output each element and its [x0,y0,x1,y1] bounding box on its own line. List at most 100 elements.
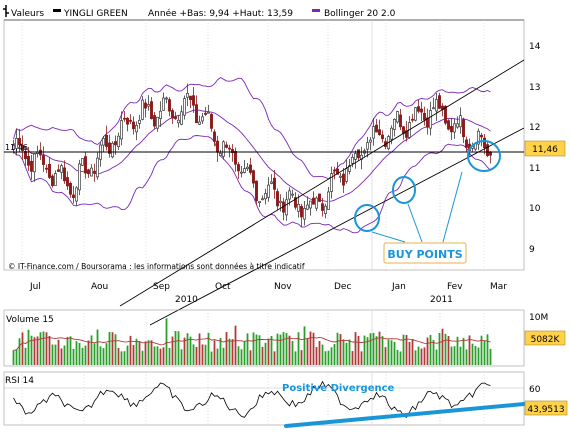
candle-body [138,119,141,124]
volume-bar [360,351,363,365]
month-label-sep: Sep [153,282,170,292]
buy-points-annotation: BUY POINTS [354,140,501,264]
candle-body [285,199,288,216]
volume-bar [51,344,54,365]
year-label-2011: 2011 [430,295,453,305]
bollinger-upper-band [13,76,491,180]
volume-bar [429,334,432,365]
candle-body [54,173,57,186]
candle-body [168,99,171,112]
month-gridlines [21,20,485,270]
month-axis: Jul Aou Sep Oct Nov Dec Jan Fev Mar 2010… [29,282,507,305]
volume-bar [417,346,420,365]
volume-bar [99,346,102,365]
volume-bar [60,348,63,365]
candle-body [372,126,375,139]
volume-bar [93,343,96,365]
candle-body [300,206,303,218]
candle-body [240,171,243,174]
candle-body [120,120,123,140]
volume-bar [285,333,288,365]
volume-bar [120,351,123,365]
volume-bar [183,337,186,365]
price-candles [12,83,492,227]
volume-bar [261,346,264,365]
volume-bar [147,340,150,365]
volume-bar [72,348,75,365]
volume-bar [180,349,183,365]
volume-bar [153,346,156,365]
year-label-2010: 2010 [175,295,198,305]
candle-body [312,197,315,205]
volume-bar [405,334,408,365]
candle-body [189,95,192,101]
volume-bar [414,350,417,365]
candle-body [126,117,129,125]
volume-bar [366,337,369,365]
candle-body [306,204,309,210]
volume-bar [447,335,450,365]
candle-body [462,119,465,138]
volume-bar [81,347,84,365]
volume-bar [321,344,324,365]
candle-body [345,168,348,182]
volume-bar [105,343,108,365]
volume-bar [87,340,90,365]
volume-bar [126,345,129,365]
candle-body [333,169,336,172]
bollinger-middle-band [13,109,491,202]
candle-body [444,105,447,124]
volume-bar [162,347,165,365]
volume-bar [123,351,126,365]
volume-bar [420,348,423,365]
candle-body [438,95,441,109]
volume-bar [462,337,465,365]
volume-bar [474,346,477,365]
volume-bar [300,350,303,365]
candle-body [450,126,453,133]
candle-body [51,175,54,186]
candle-body [228,147,231,150]
volume-bar [465,349,468,365]
volume-bar [159,348,162,365]
price-tick-12: 12 [529,123,540,133]
volume-bar [315,347,318,365]
volume-bar [156,346,159,365]
candle-body [186,93,189,98]
price-tick-10: 10 [529,204,541,214]
candle-body [180,111,183,125]
divergence-trendline [284,402,526,428]
volume-bar [234,325,237,365]
rsi-panel: RSI 14 Positive Divergence 60 43,9513 [3,371,568,428]
candle-body [330,173,333,192]
volume-bar [369,333,372,365]
month-label-mar: Mar [490,282,507,292]
volume-bar [318,341,321,365]
candle-body [273,177,276,190]
candle-body [267,184,270,198]
candle-body [225,144,228,148]
volume-bar [129,335,132,365]
candle-body [366,142,369,150]
volume-bar [171,336,174,365]
volume-bar [381,336,384,365]
candle-body [420,108,423,113]
candle-body [255,180,258,201]
candle-body [369,139,372,143]
candle-body [150,101,153,120]
candle-body [249,164,252,173]
volume-bar [228,338,231,365]
rsi-gridlines [21,372,485,425]
month-label-dec: Dec [334,282,351,292]
candle-body [486,144,489,157]
volume-bar [387,339,390,365]
volume-bar [78,342,81,365]
candle-body [411,118,414,121]
volume-bar [219,337,222,365]
candle-body [21,144,24,151]
candle-body [342,173,345,186]
candle-body [132,121,135,130]
candle-body [429,110,432,129]
instrument-color-swatch [53,9,61,12]
volume-bar [276,333,279,365]
